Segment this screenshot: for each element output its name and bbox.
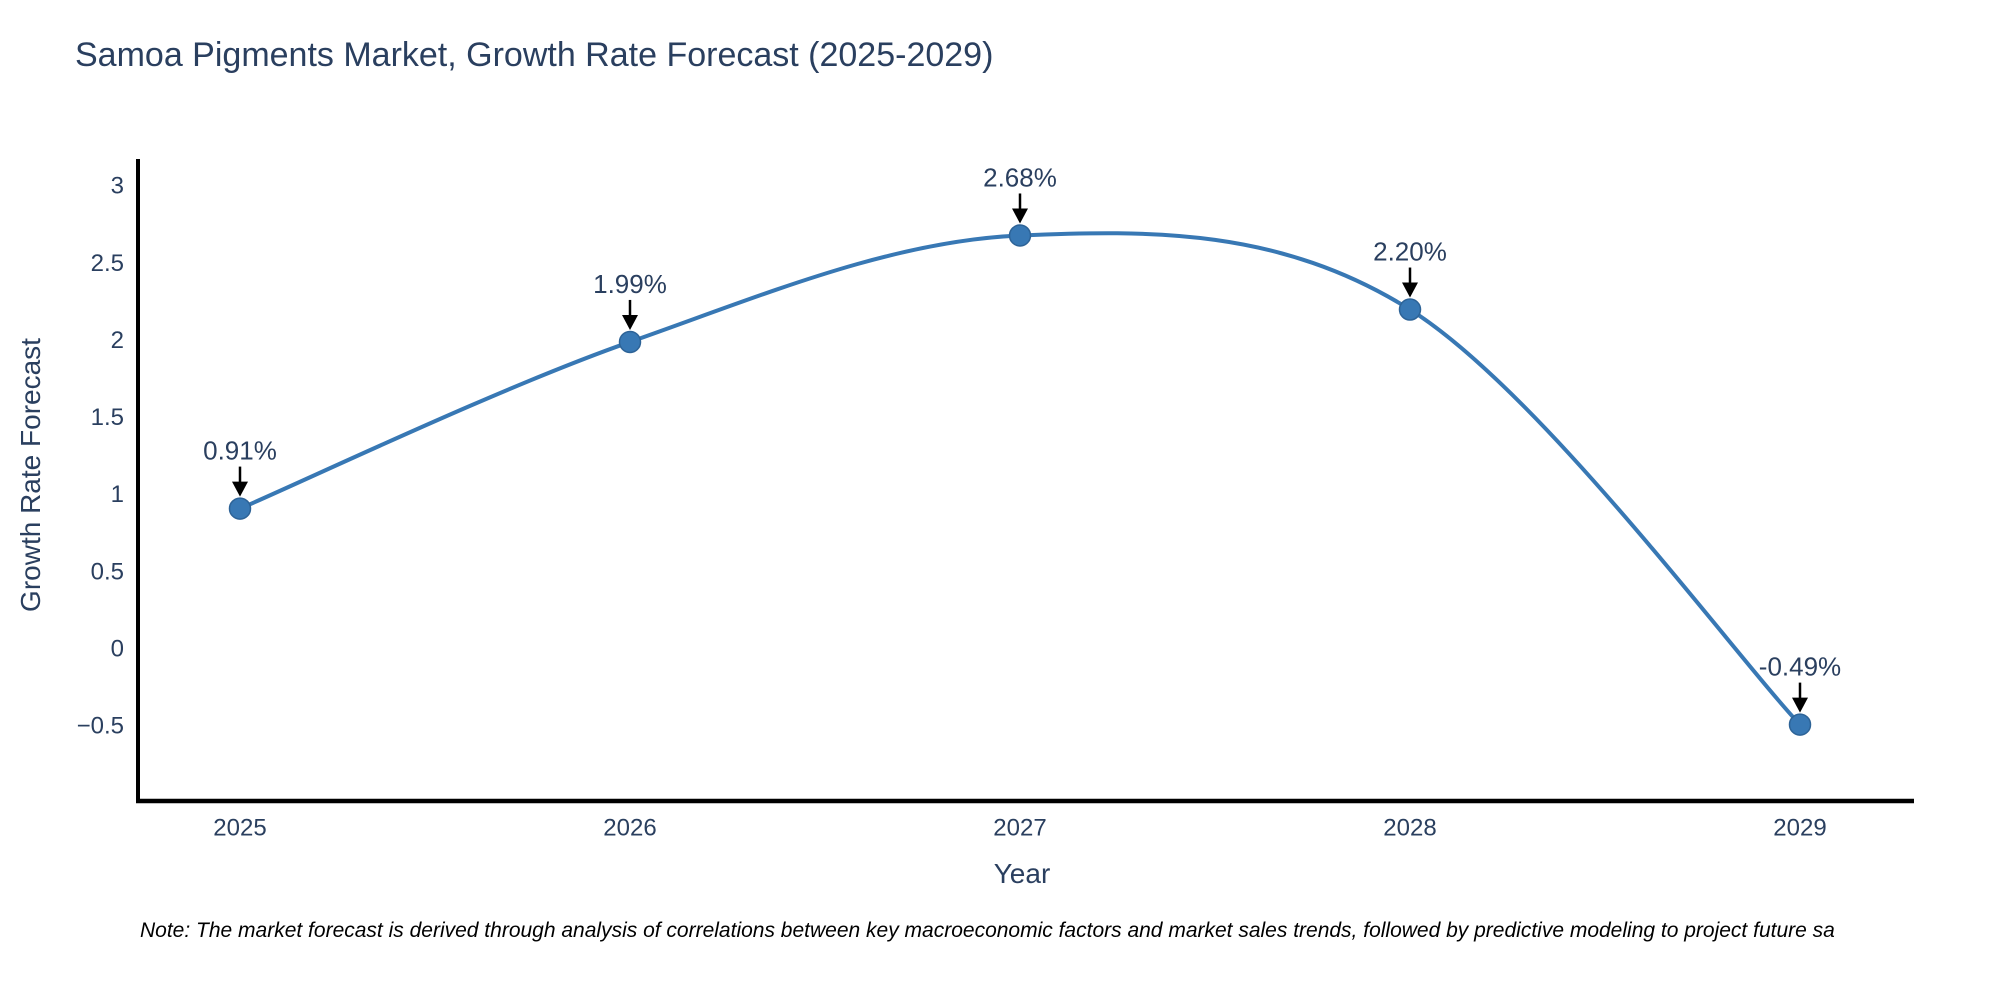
- y-tick-label: 2: [111, 327, 124, 354]
- y-tick-label: 2.5: [91, 250, 124, 277]
- point-value-label: 2.68%: [983, 162, 1057, 192]
- data-point-marker: [1398, 298, 1422, 321]
- y-tick-label: 1: [111, 481, 124, 508]
- point-value-label: 0.91%: [203, 436, 277, 466]
- x-tick-label: 2028: [1383, 815, 1436, 842]
- y-tick-label: 0: [111, 636, 124, 663]
- y-tick-label: −0.5: [77, 713, 124, 740]
- series-line: [239, 231, 1802, 726]
- y-tick-label: 0.5: [91, 558, 124, 585]
- x-tick-label: 2027: [993, 815, 1046, 842]
- annotation-arrowhead: [1012, 208, 1028, 224]
- data-point-marker: [1008, 224, 1032, 247]
- footnote: Note: The market forecast is derived thr…: [140, 919, 1835, 942]
- y-tick-label: 1.5: [91, 404, 124, 431]
- x-axis-title: Year: [993, 858, 1051, 889]
- y-tick-label: 3: [111, 173, 124, 200]
- annotation-arrowhead: [622, 314, 638, 330]
- annotation-arrowhead: [232, 481, 248, 497]
- x-tick-label: 2029: [1773, 815, 1826, 842]
- annotation-arrowhead: [1402, 282, 1418, 298]
- chart-title: Samoa Pigments Market, Growth Rate Forec…: [75, 36, 994, 74]
- x-tick-label: 2025: [213, 815, 266, 842]
- point-value-label: 2.20%: [1373, 237, 1447, 267]
- annotation-arrowhead: [1792, 697, 1808, 713]
- data-point-marker: [228, 497, 252, 520]
- data-point-marker: [618, 330, 642, 354]
- data-point-marker: [1788, 713, 1812, 736]
- point-value-label: -0.49%: [1759, 652, 1841, 682]
- x-tick-label: 2026: [603, 815, 656, 842]
- point-value-label: 1.99%: [593, 269, 667, 299]
